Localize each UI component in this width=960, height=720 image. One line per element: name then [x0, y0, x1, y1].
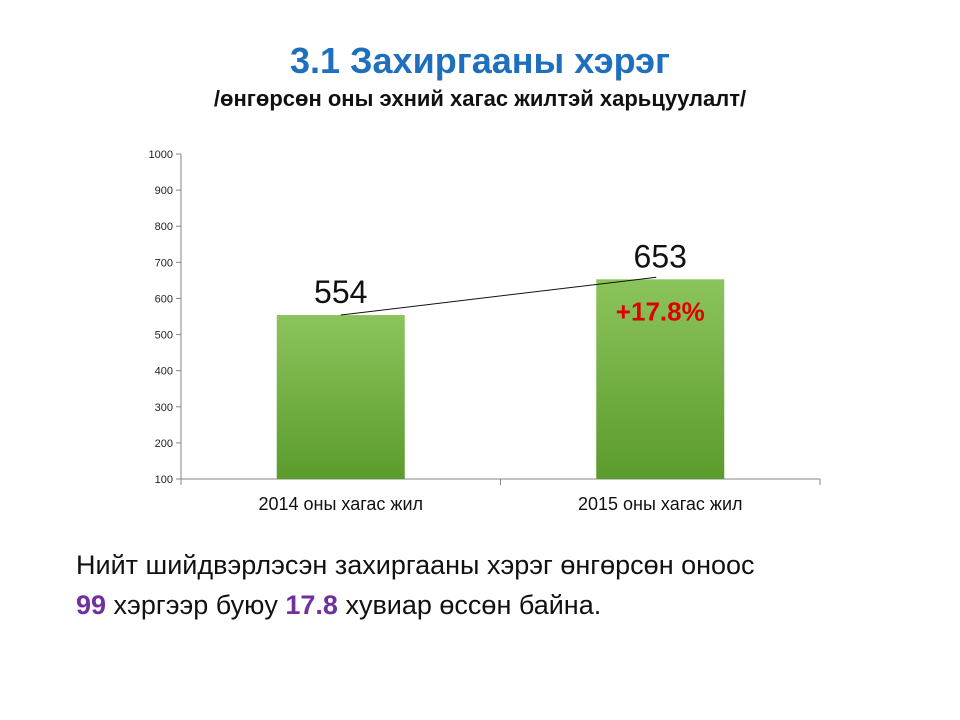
y-tick-label: 500 — [155, 330, 173, 342]
summary-text: Нийт шийдвэрлэсэн захиргааны хэрэг өнгөр… — [76, 545, 936, 625]
y-tick-label: 1000 — [149, 149, 173, 161]
summary-count: 99 — [76, 590, 107, 620]
page-subtitle: /өнгөрсөн оны эхний хагас жилтэй харьцуу… — [213, 86, 747, 111]
page-title: 3.1 Захиргааны хэрэг — [289, 40, 671, 81]
trend-line — [340, 276, 657, 316]
bar-value-label: 554 — [314, 274, 367, 310]
summary-percent: 17.8 — [285, 590, 338, 620]
y-tick-label: 200 — [155, 438, 173, 450]
summary-end: хувиар өссөн байна. — [337, 590, 602, 620]
x-category-label: 2014 оны хагас жил — [258, 494, 423, 514]
y-tick-label: 600 — [155, 293, 173, 305]
summary-mid: хэргээр буюу — [106, 590, 286, 620]
bar-chart: 100 200 300 400 500 600 700 800 900 1000 2014 оны… — [149, 149, 821, 514]
bar-1 — [276, 315, 405, 479]
x-category-label: 2015 оны хагас жил — [578, 494, 743, 514]
bar-2 — [596, 279, 725, 479]
bar-value-label: 653 — [634, 238, 687, 274]
y-tick-label: 700 — [155, 257, 173, 269]
summary-line1: Нийт шийдвэрлэсэн захиргааны хэрэг өнгөр… — [76, 550, 755, 580]
y-tick-label: 400 — [155, 366, 173, 378]
change-annotation: +17.8% — [616, 296, 705, 326]
y-tick-label: 900 — [155, 185, 173, 197]
y-tick-label: 300 — [155, 402, 173, 414]
y-tick-label: 100 — [155, 474, 173, 486]
y-tick-label: 800 — [155, 221, 173, 233]
